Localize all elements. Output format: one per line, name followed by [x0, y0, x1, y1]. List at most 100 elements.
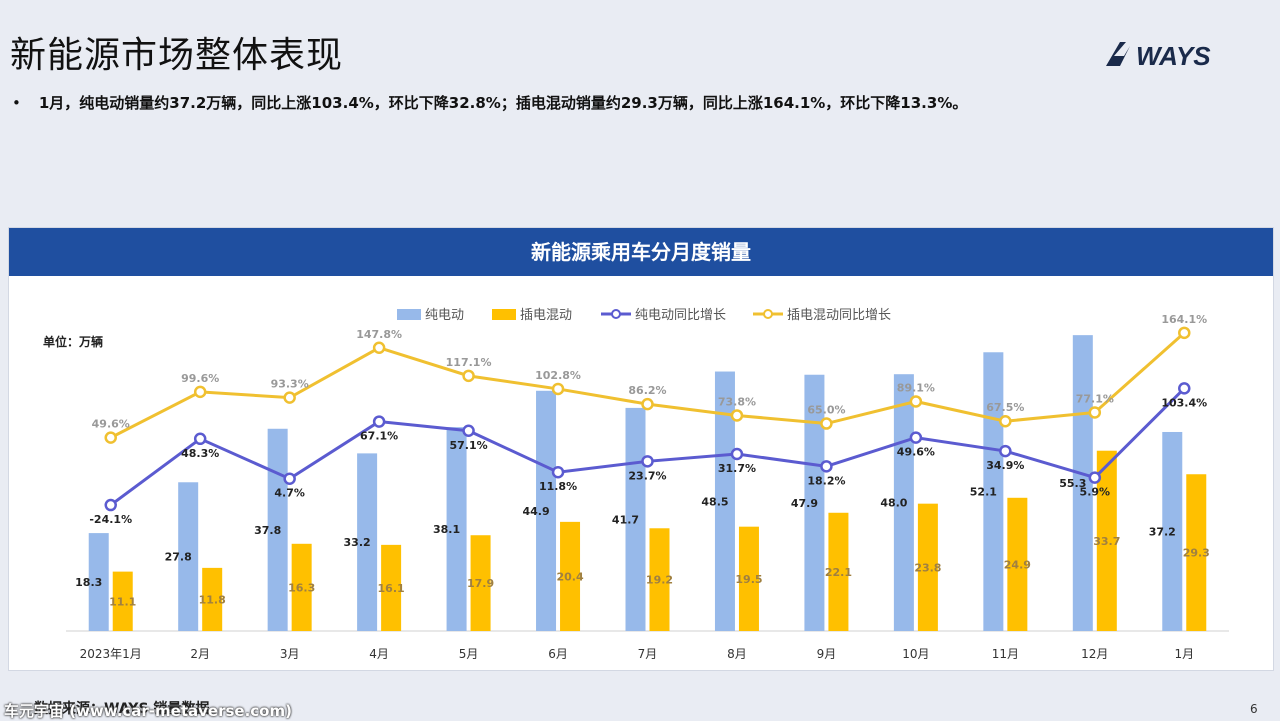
bar-phev-label-11: 33.7	[1093, 535, 1120, 548]
category-label-3: 4月	[369, 647, 389, 661]
bev-yoy-point-9	[909, 431, 923, 444]
bar-phev-12	[1186, 474, 1207, 631]
phev-yoy-label-10: 67.5%	[986, 401, 1024, 414]
bar-bev-label-10: 52.1	[970, 486, 997, 499]
phev-yoy-label-11: 77.1%	[1076, 392, 1114, 405]
bar-phev-1	[202, 567, 223, 631]
bev-yoy-label-3: 67.1%	[360, 430, 398, 443]
bar-phev-label-0: 11.1	[109, 595, 136, 608]
bar-phev-label-2: 16.3	[288, 581, 315, 594]
phev-yoy-point-8	[820, 417, 833, 430]
legend-phev-yoy-swatch-marker	[763, 309, 773, 319]
phev-yoy-label-12: 164.1%	[1161, 313, 1207, 326]
ways-logo-mark	[1106, 42, 1130, 66]
bev-yoy-point-8	[820, 460, 833, 473]
category-label-11: 12月	[1081, 647, 1108, 661]
bev-yoy-point-1	[193, 432, 207, 446]
bar-bev-label-2: 37.8	[254, 524, 281, 537]
bev-yoy-label-7: 31.7%	[718, 462, 756, 475]
bar-phev-label-1: 11.8	[199, 593, 226, 606]
bar-phev-9	[917, 503, 938, 631]
bar-phev-2	[291, 543, 312, 631]
bev-yoy-point-7	[730, 447, 744, 461]
bar-bev-3	[357, 453, 378, 631]
bar-bev-2	[267, 428, 288, 631]
bev-yoy-label-1: 48.3%	[181, 447, 219, 460]
legend-phev-label: 插电混动	[520, 308, 572, 323]
bar-bev-label-3: 33.2	[344, 536, 371, 549]
bar-bev-label-9: 48.0	[880, 497, 907, 510]
category-label-0: 2023年1月	[80, 647, 142, 661]
summary-bullet: • 1月，纯电动销量约37.2万辆，同比上涨103.4%，环比下降32.8%；插电…	[12, 92, 967, 113]
phev-yoy-point-2	[283, 391, 296, 404]
bar-bev-8	[804, 374, 825, 631]
bev-yoy-point-10	[999, 444, 1012, 458]
bev-yoy-point-2	[283, 472, 296, 485]
chart-panel-title: 新能源乘用车分月度销量	[9, 228, 1273, 276]
summary-text: 1月，纯电动销量约37.2万辆，同比上涨103.4%，环比下降32.8%；插电混…	[38, 94, 968, 112]
bar-phev-label-9: 23.8	[914, 561, 941, 574]
bar-phev-label-7: 19.5	[735, 573, 762, 586]
bev-yoy-point-11	[1088, 471, 1102, 484]
bar-phev-10	[1007, 497, 1028, 631]
bar-bev-label-5: 44.9	[522, 505, 549, 518]
bev-yoy-label-4: 57.1%	[449, 439, 487, 452]
phev-yoy-label-2: 93.3%	[271, 378, 309, 391]
bar-bev-label-4: 38.1	[433, 523, 460, 536]
bar-bev-7	[714, 371, 735, 631]
data-source-note: 数据来源：WAYS 销量数据	[34, 701, 210, 717]
phev-yoy-label-9: 89.1%	[897, 381, 935, 394]
bar-bev-label-12: 37.2	[1149, 525, 1176, 538]
watermark: 车元宇宙 (www.car-metaverse.com)	[4, 702, 292, 720]
bev-yoy-label-6: 23.7%	[628, 469, 666, 482]
phev-yoy-point-12	[1178, 326, 1191, 340]
legend-bev-yoy-label: 纯电动同比增长	[635, 308, 726, 323]
bar-phev-6	[649, 528, 670, 631]
phev-yoy-point-9	[909, 395, 923, 408]
phev-yoy-label-6: 86.2%	[628, 384, 666, 397]
phev-yoy-point-11	[1088, 406, 1102, 419]
bev-yoy-label-10: 34.9%	[986, 459, 1024, 472]
phev-yoy-label-7: 73.8%	[718, 395, 756, 408]
phev-yoy-point-5	[551, 382, 565, 396]
bar-bev-label-7: 48.5	[701, 495, 728, 508]
phev-yoy-point-1	[193, 385, 207, 399]
phev-yoy-point-3	[372, 341, 386, 355]
phev-yoy-point-0	[104, 431, 117, 444]
bev-yoy-point-12	[1178, 382, 1191, 395]
bev-yoy-label-9: 49.6%	[897, 446, 935, 459]
phev-yoy-label-5: 102.8%	[535, 369, 581, 382]
bev-yoy-label-2: 4.7%	[274, 487, 305, 500]
legend-phev-yoy-label: 插电混动同比增长	[787, 308, 891, 323]
bev-yoy-point-6	[641, 455, 654, 468]
bar-phev-label-12: 29.3	[1183, 547, 1210, 560]
category-label-10: 11月	[992, 647, 1019, 661]
category-label-8: 9月	[817, 647, 837, 661]
chart-panel: 单位：万辆 纯电动 插电混动 纯电动同比增长 插电混动同比增长 18.3 11.1 2023年…	[8, 227, 1274, 671]
phev-yoy-label-0: 49.6%	[92, 418, 130, 431]
bev-yoy-label-11: 5.9%	[1080, 486, 1111, 499]
bar-phev-5	[560, 521, 581, 631]
phev-yoy-label-1: 99.6%	[181, 372, 219, 385]
unit-label: 单位：万辆	[43, 334, 103, 349]
bar-bev-label-11: 55.3	[1059, 477, 1086, 490]
category-label-2: 3月	[280, 647, 300, 661]
ways-logo: WAYS	[1106, 41, 1211, 71]
phev-yoy-point-4	[462, 369, 475, 383]
bev-yoy-point-3	[372, 415, 386, 428]
category-label-12: 1月	[1174, 647, 1194, 661]
bar-phev-3	[381, 544, 402, 631]
category-label-9: 10月	[902, 647, 929, 661]
monthly-sales-chart: 单位：万辆 纯电动 插电混动 纯电动同比增长 插电混动同比增长 18.3 11.1 2023年…	[43, 308, 1229, 661]
bar-phev-label-3: 16.1	[378, 582, 405, 595]
bev-yoy-point-0	[104, 498, 117, 512]
legend-bev-label: 纯电动	[425, 308, 464, 323]
page-number: 6	[1250, 702, 1258, 716]
bar-bev-10	[983, 352, 1004, 631]
phev-yoy-label-4: 117.1%	[446, 356, 492, 369]
phev-yoy-point-7	[730, 409, 744, 422]
bev-yoy-point-4	[462, 424, 475, 438]
bev-yoy-label-0: -24.1%	[89, 513, 132, 526]
page-title: 新能源市场整体表现	[10, 35, 344, 76]
bar-phev-label-10: 24.9	[1004, 558, 1031, 571]
